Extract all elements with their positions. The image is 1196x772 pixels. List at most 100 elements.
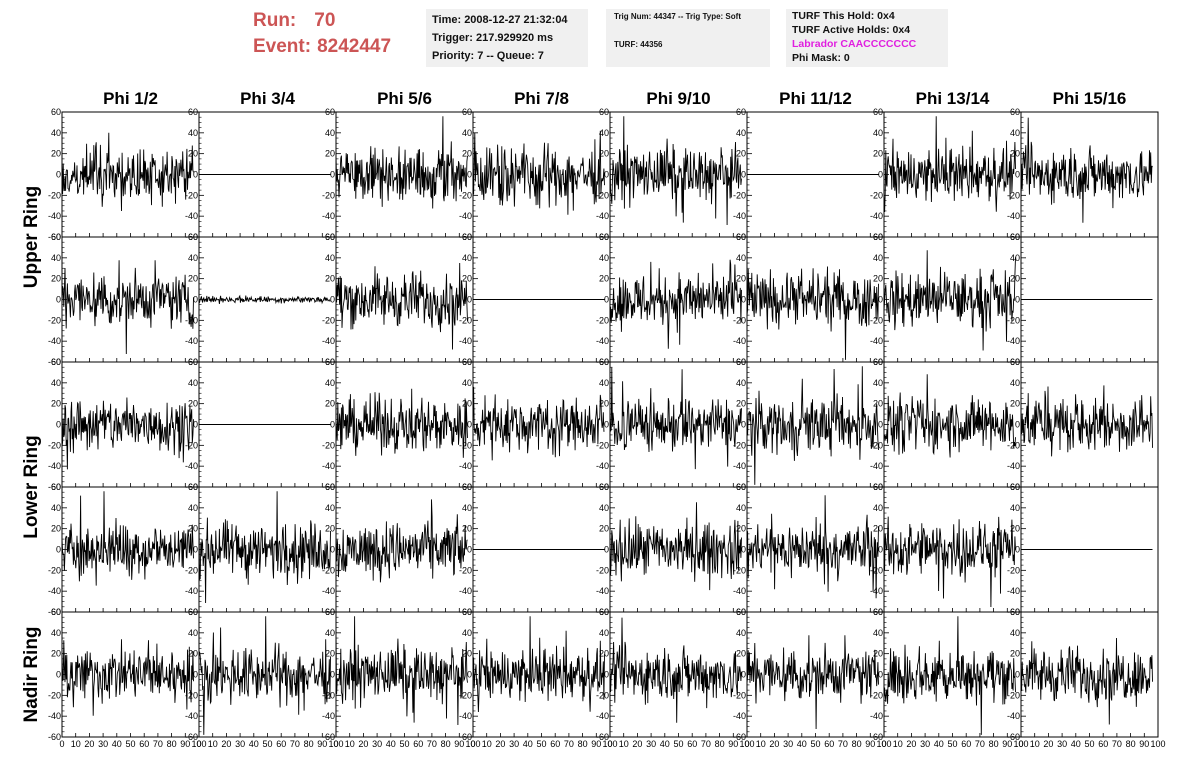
y-tick-label: 0	[878, 170, 883, 180]
y-tick-label: -60	[1007, 732, 1020, 742]
y-tick-label: 20	[51, 399, 61, 409]
y-tick-label: -20	[1007, 565, 1020, 575]
y-tick-label: -40	[733, 336, 746, 346]
y-tick-label: 0	[1015, 670, 1020, 680]
y-tick-label: 0	[741, 670, 746, 680]
y-tick-label: 60	[188, 232, 198, 242]
y-tick-label: -40	[870, 336, 883, 346]
y-tick-label: 40	[188, 378, 198, 388]
waveform-trace	[609, 617, 742, 723]
y-tick-label: 0	[878, 545, 883, 555]
column-title-6: Phi 13/14	[916, 89, 990, 108]
y-tick-label: -40	[1007, 711, 1020, 721]
y-tick-label: -40	[322, 586, 335, 596]
y-tick-label: 40	[325, 378, 335, 388]
y-tick-label: 20	[188, 274, 198, 284]
y-tick-label: -60	[48, 357, 61, 367]
y-tick-label: 0	[56, 295, 61, 305]
x-tick-label: 90	[1002, 739, 1012, 749]
y-tick-label: 40	[736, 628, 746, 638]
y-tick-label: 60	[462, 232, 472, 242]
y-tick-label: 20	[462, 149, 472, 159]
y-tick-label: 40	[599, 378, 609, 388]
y-tick-label: 60	[462, 607, 472, 617]
trigger-text: Trigger: 217.929920 ms	[432, 32, 554, 44]
y-tick-label: 60	[873, 482, 883, 492]
phi-mask-text: Phi Mask: 0	[792, 52, 850, 64]
y-tick-label: -20	[596, 315, 609, 325]
x-tick-label: 0	[196, 739, 201, 749]
x-tick-label: 30	[920, 739, 930, 749]
x-tick-label: 100	[876, 739, 891, 749]
x-tick-label: 50	[1084, 739, 1094, 749]
y-tick-label: 20	[873, 274, 883, 284]
x-tick-label: 10	[619, 739, 629, 749]
y-tick-label: -40	[185, 711, 198, 721]
y-tick-label: 60	[188, 607, 198, 617]
y-tick-label: 20	[188, 399, 198, 409]
x-tick-label: 60	[687, 739, 697, 749]
x-tick-label: 10	[345, 739, 355, 749]
x-tick-label: 100	[328, 739, 343, 749]
y-tick-label: 20	[873, 149, 883, 159]
x-tick-label: 40	[386, 739, 396, 749]
y-tick-label: 20	[325, 649, 335, 659]
y-tick-label: -20	[185, 315, 198, 325]
y-tick-label: -20	[870, 315, 883, 325]
y-tick-label: 60	[599, 107, 609, 117]
y-tick-label: 40	[1010, 253, 1020, 263]
y-tick-label: 0	[878, 670, 883, 680]
x-tick-label: 100	[465, 739, 480, 749]
y-tick-label: -20	[870, 690, 883, 700]
y-tick-label: 60	[325, 482, 335, 492]
x-tick-label: 90	[591, 739, 601, 749]
y-tick-label: 0	[878, 295, 883, 305]
y-tick-label: -40	[1007, 461, 1020, 471]
y-tick-label: 40	[462, 503, 472, 513]
y-tick-label: 20	[1010, 524, 1020, 534]
y-tick-label: 20	[736, 399, 746, 409]
y-tick-label: -20	[459, 690, 472, 700]
x-tick-label: 100	[1013, 739, 1028, 749]
y-tick-label: 60	[736, 232, 746, 242]
y-tick-label: 0	[330, 670, 335, 680]
y-tick-label: -40	[459, 336, 472, 346]
x-tick-label: 80	[167, 739, 177, 749]
y-tick-label: 60	[599, 482, 609, 492]
x-tick-label: 20	[1043, 739, 1053, 749]
x-tick-label: 30	[1057, 739, 1067, 749]
y-tick-label: 0	[467, 545, 472, 555]
y-tick-label: -20	[1007, 190, 1020, 200]
trig-num-text: Trig Num: 44347 -- Trig Type: Soft	[614, 12, 741, 21]
x-tick-label: 20	[906, 739, 916, 749]
x-tick-label: 70	[427, 739, 437, 749]
y-tick-label: 40	[325, 253, 335, 263]
y-tick-label: 0	[193, 670, 198, 680]
y-tick-label: -20	[185, 190, 198, 200]
y-tick-label: 20	[51, 274, 61, 284]
x-tick-label: 20	[358, 739, 368, 749]
y-tick-label: 20	[51, 524, 61, 534]
y-tick-label: -20	[48, 440, 61, 450]
y-tick-label: 60	[1010, 107, 1020, 117]
y-tick-label: -20	[48, 565, 61, 575]
y-tick-label: 60	[1010, 607, 1020, 617]
y-tick-label: 20	[325, 149, 335, 159]
y-tick-label: 0	[193, 170, 198, 180]
y-tick-label: 40	[1010, 503, 1020, 513]
time-info-box: Time: 2008-12-27 21:32:04 Trigger: 217.9…	[426, 9, 588, 67]
y-tick-label: 40	[462, 628, 472, 638]
x-tick-label: 0	[59, 739, 64, 749]
x-tick-label: 70	[838, 739, 848, 749]
